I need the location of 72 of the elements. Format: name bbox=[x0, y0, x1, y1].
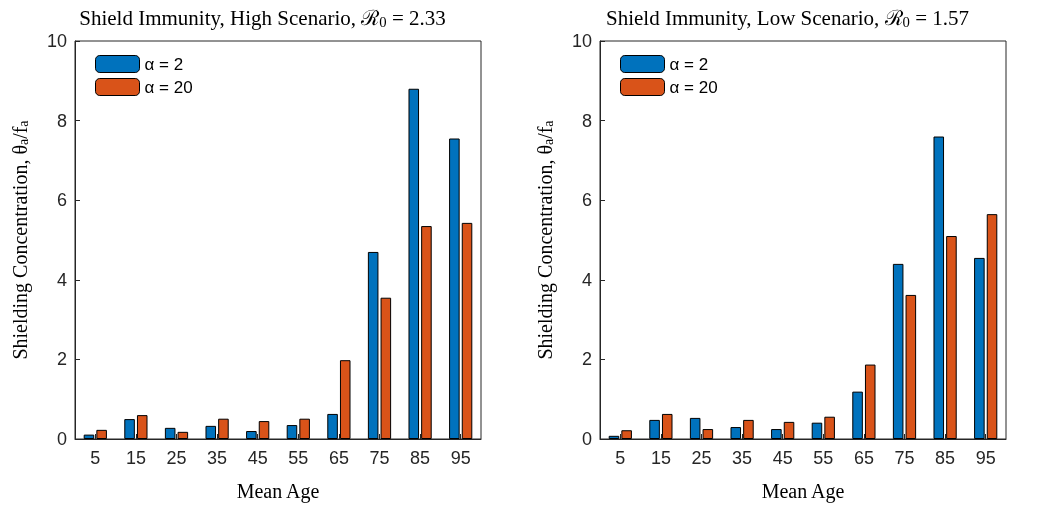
legend-label: α = 2 bbox=[669, 54, 709, 74]
x-tick-label: 75 bbox=[369, 448, 390, 468]
y-tick-label: 4 bbox=[56, 269, 67, 290]
x-tick-label: 25 bbox=[166, 448, 187, 468]
x-tick-label: 25 bbox=[691, 448, 712, 468]
y-tick-label: 0 bbox=[56, 429, 67, 449]
bar bbox=[124, 419, 135, 439]
bar bbox=[246, 431, 257, 439]
x-tick-label: 65 bbox=[328, 448, 349, 468]
x-tick-label: 15 bbox=[650, 448, 671, 468]
bar bbox=[974, 257, 985, 439]
bar bbox=[136, 415, 148, 439]
x-tick-label: 35 bbox=[732, 448, 753, 468]
y-tick-label: 4 bbox=[581, 269, 592, 290]
bar bbox=[83, 434, 95, 439]
bar bbox=[933, 136, 945, 439]
x-tick-label: 85 bbox=[410, 448, 431, 468]
bar bbox=[461, 222, 473, 439]
bar bbox=[864, 364, 876, 439]
y-tick-label: 0 bbox=[581, 429, 592, 449]
bar bbox=[771, 429, 782, 439]
bar bbox=[811, 422, 823, 439]
y-tick-label: 6 bbox=[581, 190, 592, 211]
bar bbox=[986, 214, 998, 439]
y-tick-label: 2 bbox=[581, 349, 592, 370]
x-tick-label: 75 bbox=[894, 448, 915, 468]
x-tick-label: 95 bbox=[975, 448, 996, 468]
bar bbox=[608, 435, 620, 439]
bar bbox=[258, 421, 270, 439]
bar bbox=[621, 430, 632, 439]
legend-label: α = 20 bbox=[669, 77, 718, 97]
x-tick-label: 5 bbox=[615, 448, 626, 468]
x-axis-title: Mean Age bbox=[236, 480, 320, 503]
y-tick-label: 8 bbox=[581, 110, 592, 131]
bar bbox=[743, 419, 754, 439]
bar bbox=[824, 416, 835, 439]
y-tick-label: 10 bbox=[46, 31, 67, 51]
bar bbox=[408, 88, 420, 439]
x-tick-label: 35 bbox=[207, 448, 228, 468]
x-axis-title: Mean Age bbox=[761, 480, 845, 503]
x-tick-label: 5 bbox=[90, 448, 101, 468]
bar bbox=[852, 391, 863, 439]
chart-title: Shield Immunity, Low Scenario, ℛ0 = 1.57 bbox=[605, 6, 970, 31]
bar bbox=[218, 418, 229, 439]
legend-label: α = 20 bbox=[144, 77, 193, 97]
x-tick-label: 55 bbox=[288, 448, 309, 468]
legend-label: α = 2 bbox=[144, 54, 184, 74]
bar bbox=[946, 236, 957, 439]
bar bbox=[421, 226, 432, 439]
bar bbox=[327, 413, 338, 439]
bar bbox=[661, 413, 673, 439]
bar bbox=[730, 427, 742, 439]
bar bbox=[339, 360, 351, 439]
x-tick-label: 95 bbox=[450, 448, 471, 468]
bar bbox=[783, 421, 795, 439]
y-tick-label: 6 bbox=[56, 190, 67, 211]
x-tick-label: 85 bbox=[935, 448, 956, 468]
bar bbox=[96, 429, 107, 439]
x-tick-label: 15 bbox=[125, 448, 146, 468]
x-tick-label: 65 bbox=[853, 448, 874, 468]
bar bbox=[205, 425, 217, 439]
x-tick-label: 55 bbox=[813, 448, 834, 468]
y-tick-label: 10 bbox=[571, 31, 592, 51]
y-tick-label: 2 bbox=[56, 349, 67, 370]
y-tick-label: 8 bbox=[56, 110, 67, 131]
x-tick-label: 45 bbox=[772, 448, 793, 468]
bar bbox=[299, 418, 310, 439]
bar bbox=[286, 425, 298, 439]
bar bbox=[449, 138, 460, 439]
x-tick-label: 45 bbox=[247, 448, 268, 468]
bar bbox=[649, 419, 660, 439]
chart-title: Shield Immunity, High Scenario, ℛ0 = 2.33 bbox=[79, 6, 446, 31]
